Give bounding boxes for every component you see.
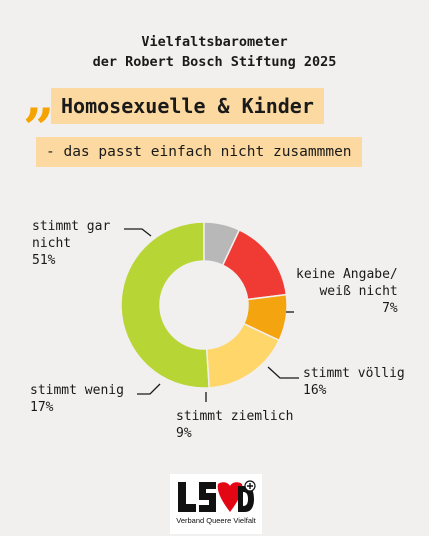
- quote-mark: „: [24, 65, 56, 129]
- logo-text: Verband Queere Vielfalt: [176, 516, 256, 525]
- header-line-2: der Robert Bosch Stiftung 2025: [92, 54, 337, 70]
- label-stimmt-voellig-text: stimmt völlig: [303, 366, 405, 381]
- label-stimmt-ziemlich: stimmt ziemlich 9%: [176, 408, 293, 442]
- donut-slice-stimmt-wenig: [205, 322, 281, 389]
- label-stimmt-wenig: stimmt wenig 17%: [30, 382, 124, 416]
- label-keine-angabe-line1: keine Angabe/: [296, 267, 398, 282]
- label-stimmt-gar-nicht-line1: stimmt gar: [32, 219, 111, 234]
- value-stimmt-voellig: 16%: [303, 383, 327, 398]
- value-keine-angabe: 7%: [382, 301, 398, 316]
- header: Vielfaltsbarometer der Robert Bosch Stif…: [0, 32, 429, 72]
- header-line-1: Vielfaltsbarometer: [141, 34, 288, 50]
- value-stimmt-gar-nicht: 51%: [32, 253, 56, 268]
- leader-line-wenig: [137, 383, 161, 395]
- label-keine-angabe-line2: weiß nicht: [319, 284, 398, 299]
- leader-line-voellig: [267, 366, 299, 379]
- lsvd-plus-logo-icon: [178, 480, 256, 512]
- donut-slices: [120, 221, 288, 389]
- leader-line-gar-nicht: [124, 228, 152, 237]
- lsvd-logo: Verband Queere Vielfalt: [170, 474, 262, 534]
- quote-title: Homosexuelle & Kinder: [51, 88, 324, 124]
- label-stimmt-ziemlich-text: stimmt ziemlich: [176, 409, 294, 424]
- value-stimmt-ziemlich: 9%: [176, 426, 192, 441]
- label-stimmt-gar-nicht: stimmt gar nicht 51%: [32, 218, 110, 269]
- donut-slice-stimmt-gar-nicht: [120, 221, 211, 389]
- label-stimmt-gar-nicht-line2: nicht: [32, 236, 72, 251]
- label-stimmt-voellig: stimmt völlig 16%: [303, 365, 405, 399]
- label-keine-angabe: keine Angabe/ weiß nicht 7%: [296, 266, 398, 317]
- leader-lines: [124, 228, 299, 402]
- quote-subtitle: - das passt einfach nicht zusammmen: [36, 137, 362, 167]
- value-stimmt-wenig: 17%: [30, 400, 54, 415]
- label-stimmt-wenig-text: stimmt wenig: [30, 383, 124, 398]
